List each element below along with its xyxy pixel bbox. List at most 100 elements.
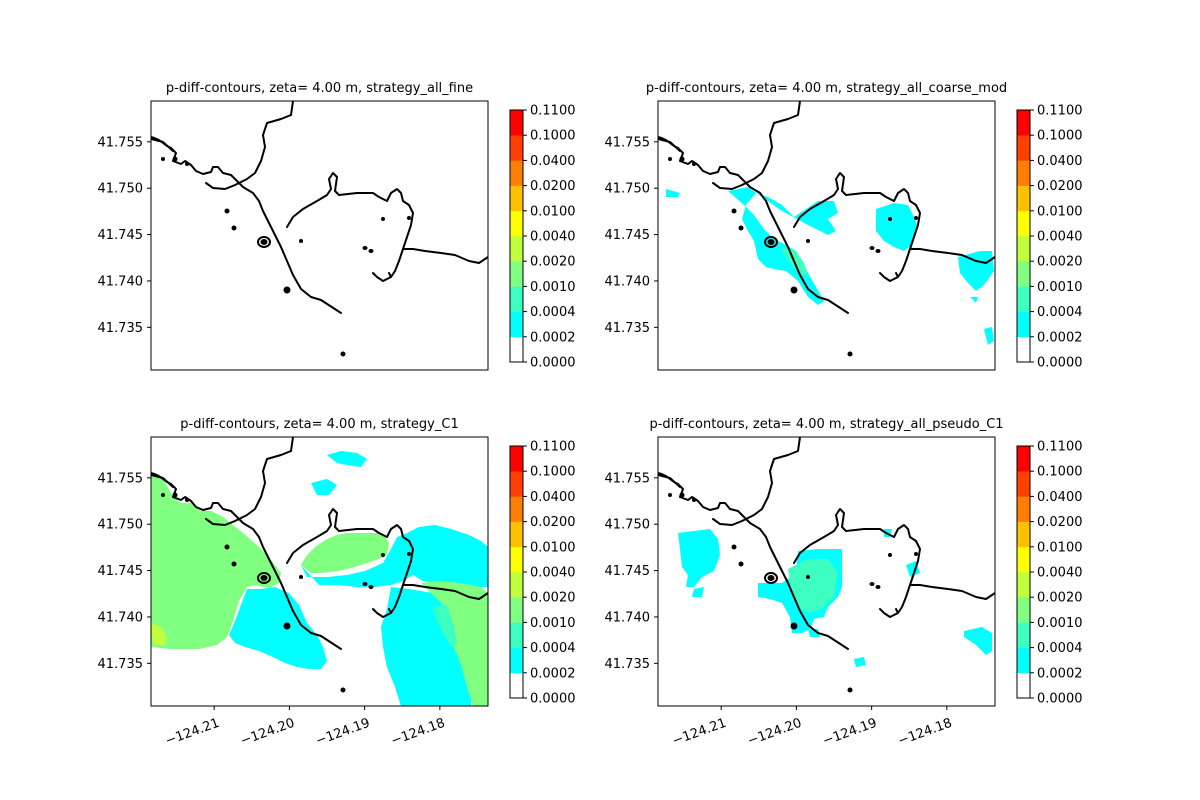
colorbar-segment [1017, 110, 1030, 136]
colorbar-label: 0.1000 [1037, 129, 1083, 144]
colorbar-label: 0.0400 [1037, 490, 1083, 505]
axes-frame [150, 100, 489, 371]
y-tick-label: 41.735 [605, 321, 651, 336]
coastline-3 [712, 101, 801, 190]
colorbar-segment [1017, 185, 1030, 212]
colorbar-label: 0.0020 [530, 591, 576, 606]
colorbar-segment [1017, 521, 1030, 548]
colorbar-segment [1017, 336, 1030, 363]
island-11 [914, 216, 918, 220]
coastline-2 [658, 138, 681, 152]
colorbar-label: 0.0002 [1037, 330, 1083, 345]
island-13 [668, 157, 672, 161]
island-8 [362, 246, 368, 250]
island-2 [260, 239, 268, 245]
colorbar-segment [510, 261, 523, 287]
panel-4: p-diff-contours, zeta= 4.00 m, strategy_… [605, 417, 1083, 749]
colorbar-label: 0.0040 [530, 566, 576, 581]
y-tick-label: 41.755 [605, 471, 651, 486]
colorbar-label: 0.0010 [1037, 280, 1083, 295]
coastline-4 [286, 172, 488, 264]
axes-frame [150, 436, 489, 707]
colorbar: 0.0000 0.0002 0.0004 0.0010 0.0020 0.0040 0.01… [1016, 440, 1083, 707]
panel-3: p-diff-contours, zeta= 4.00 m, strategy_… [98, 417, 576, 749]
y-tick-label: 41.735 [605, 657, 651, 672]
coastline-4 [793, 172, 995, 264]
island-11 [407, 216, 411, 220]
x-tick-label: −124.20 [239, 716, 297, 749]
colorbar-label: 0.0004 [530, 641, 576, 656]
island-6 [806, 239, 810, 243]
island-1 [764, 572, 778, 584]
coastline-4 [286, 508, 488, 600]
x-tick-label: −124.18 [896, 716, 954, 749]
island-13 [161, 157, 165, 161]
island-1 [764, 236, 778, 248]
colorbar-label: 0.0020 [1037, 255, 1083, 270]
colorbar-label: 0.0400 [530, 490, 576, 505]
colorbar-segment [510, 521, 523, 548]
colorbar-segment [1017, 286, 1030, 312]
colorbar-segment [510, 160, 523, 186]
colorbar-label: 0.1100 [530, 104, 576, 119]
y-tick-label: 41.735 [98, 321, 144, 336]
colorbar-segment [510, 311, 523, 338]
island-1 [257, 572, 271, 584]
island-12 [679, 156, 685, 162]
island-5 [738, 225, 744, 231]
x-tick-label: −124.19 [314, 716, 372, 749]
coastline-5 [879, 248, 911, 282]
island-7 [340, 351, 346, 357]
island-14 [692, 498, 696, 502]
colorbar-label: 0.0100 [1037, 204, 1083, 219]
colorbar-segment [510, 185, 523, 212]
island-7 [340, 687, 346, 693]
contour-fill-5 [301, 525, 488, 587]
coastline-hook [895, 272, 899, 278]
island-10 [888, 553, 892, 557]
island-12 [679, 492, 685, 498]
y-tick-label: 41.740 [98, 274, 144, 289]
island-11 [914, 552, 918, 556]
island-3 [790, 286, 798, 294]
colorbar-label: 0.1100 [1037, 104, 1083, 119]
colorbar-label: 0.0010 [1037, 616, 1083, 631]
colorbar-label: 0.0002 [530, 330, 576, 345]
contour-fill-1 [728, 187, 838, 305]
colorbar-segment [510, 496, 523, 522]
island-3 [283, 622, 291, 630]
colorbar-label: 0.0200 [530, 515, 576, 530]
colorbar: 0.0000 0.0002 0.0004 0.0010 0.0020 0.0040 0.01… [1016, 104, 1083, 371]
island-10 [888, 217, 892, 221]
colorbar-label: 0.0000 [530, 692, 576, 707]
coastline-2 [151, 474, 174, 488]
island-4 [224, 544, 230, 550]
colorbar-label: 0.0020 [1037, 591, 1083, 606]
island-6 [806, 575, 810, 579]
colorbar-segment [1017, 311, 1030, 338]
colorbar-segment [1017, 135, 1030, 161]
island-9 [875, 249, 881, 253]
coastline-hook [388, 272, 392, 278]
colorbar-segment [510, 622, 523, 648]
contour-fill-3 [666, 189, 680, 197]
coastline-hook [895, 608, 899, 614]
x-tick-label: −124.20 [746, 716, 804, 749]
contour-fill-8 [964, 627, 992, 655]
island-12 [172, 156, 178, 162]
panel-1: p-diff-contours, zeta= 4.00 m, strategy_… [98, 81, 576, 371]
x-tick-label: −124.21 [163, 716, 221, 749]
colorbar-segment [1017, 210, 1030, 237]
island-14 [692, 162, 696, 166]
y-tick-label: 41.755 [98, 471, 144, 486]
y-tick-label: 41.740 [605, 610, 651, 625]
coastline-5 [372, 248, 404, 282]
y-tick-label: 41.740 [98, 610, 144, 625]
plot-area [658, 437, 995, 693]
island-9 [368, 585, 374, 589]
colorbar-segment [1017, 446, 1030, 472]
island-10 [381, 217, 385, 221]
contour-fill-4 [876, 203, 918, 251]
coastline-2 [658, 474, 681, 488]
island-9 [875, 585, 881, 589]
